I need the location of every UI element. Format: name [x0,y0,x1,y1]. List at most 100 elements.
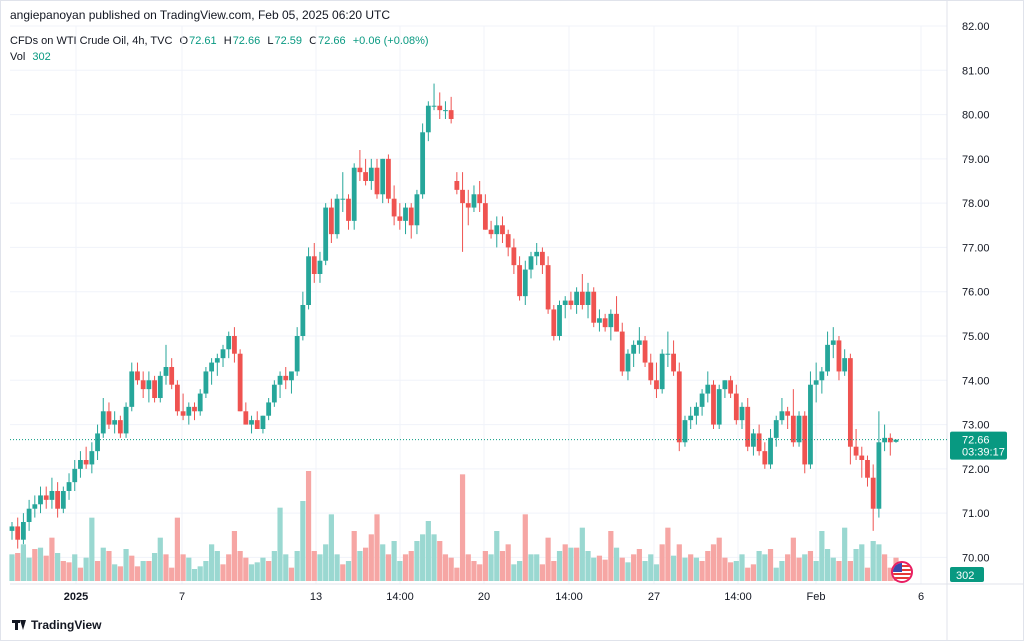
candle-body[interactable] [625,353,631,372]
candle-body[interactable] [117,420,123,434]
candle-body[interactable] [853,446,859,456]
candle-body[interactable] [659,353,665,390]
candle-body[interactable] [768,437,773,465]
candle-body[interactable] [699,393,705,407]
candle-body[interactable] [785,411,791,416]
candle-body[interactable] [197,393,203,412]
candle-body[interactable] [739,406,745,421]
candle-body[interactable] [283,375,289,381]
candle-body[interactable] [340,198,346,200]
candle-body[interactable] [386,158,391,199]
candle-body[interactable] [152,380,157,398]
candle-body[interactable] [534,251,540,257]
candle-body[interactable] [859,455,865,460]
candle-body[interactable] [323,207,329,261]
tradingview-logo[interactable]: TradingView [12,618,101,632]
candle-body[interactable] [471,194,477,208]
candle-body[interactable] [357,167,363,173]
candle-body[interactable] [397,216,403,221]
candle-body[interactable] [300,305,306,336]
candle-body[interactable] [289,371,294,381]
candle-body[interactable] [688,415,694,421]
legend-volume-label[interactable]: Vol [10,51,26,63]
candle-body[interactable] [334,198,340,235]
candle-body[interactable] [648,362,654,381]
candle-body[interactable] [66,482,72,491]
us-flag-icon[interactable] [891,561,913,583]
candle-body[interactable] [425,105,431,133]
candle-body[interactable] [728,380,734,394]
candle-body[interactable] [887,437,893,443]
candle-body[interactable] [26,508,32,522]
candle-body[interactable] [89,451,95,465]
candle-body[interactable] [186,406,192,416]
candle-body[interactable] [203,371,209,394]
candle-body[interactable] [614,313,619,332]
candle-body[interactable] [551,309,557,336]
candle-body[interactable] [243,411,249,425]
candle-body[interactable] [522,269,528,297]
candle-body[interactable] [819,371,825,381]
candle-body[interactable] [123,406,129,434]
candle-body[interactable] [266,402,272,416]
candle-body[interactable] [220,349,226,359]
candle-body[interactable] [9,526,15,531]
candle-body[interactable] [351,167,357,221]
candle-body[interactable] [751,433,756,447]
candle-body[interactable] [112,420,118,425]
candle-body[interactable] [140,380,146,390]
candle-body[interactable] [163,367,169,376]
candle-body[interactable] [169,367,175,385]
candle-body[interactable] [226,336,232,350]
candle-body[interactable] [802,415,808,465]
candle-body[interactable] [602,318,608,328]
candle-body[interactable] [870,477,876,509]
candle-body[interactable] [825,344,830,372]
candle-body[interactable] [773,420,779,438]
candle-body[interactable] [209,362,215,372]
candle-body[interactable] [374,167,380,195]
candle-body[interactable] [135,371,140,381]
candle-body[interactable] [271,384,277,403]
candle-body[interactable] [488,229,494,235]
candle-body[interactable] [722,380,728,390]
candle-body[interactable] [733,393,739,421]
candle-body[interactable] [636,340,642,345]
candle-body[interactable] [745,406,751,447]
candle-body[interactable] [254,420,260,429]
candle-body[interactable] [448,110,454,119]
candle-body[interactable] [671,353,676,372]
candle-body[interactable] [654,380,659,390]
candle-body[interactable] [15,526,21,540]
candle-body[interactable] [454,181,460,190]
candle-body[interactable] [55,491,61,509]
candle-body[interactable] [876,442,882,509]
candle-body[interactable] [482,203,488,230]
candle-body[interactable] [517,265,522,297]
candle-body[interactable] [214,358,220,363]
candle-body[interactable] [346,198,351,221]
candle-body[interactable] [237,353,243,412]
candle-body[interactable] [192,406,197,412]
candle-body[interactable] [591,291,597,323]
candle-body[interactable] [174,384,180,412]
candle-body[interactable] [95,433,100,452]
candle-body[interactable] [157,375,163,398]
candle-body[interactable] [49,491,55,500]
candle-body[interactable] [294,336,300,372]
candle-body[interactable] [437,105,443,111]
legend-symbol[interactable]: CFDs on WTI Crude Oil, 4h, TVC [10,35,173,47]
candle-body[interactable] [106,411,112,425]
candle-body[interactable] [790,415,796,443]
candle-body[interactable] [21,522,26,540]
candle-body[interactable] [306,256,311,305]
candle-body[interactable] [420,132,426,195]
candle-body[interactable] [32,504,38,509]
candle-body[interactable] [38,495,43,505]
candle-body[interactable] [443,110,448,112]
candle-body[interactable] [676,371,682,443]
candle-body[interactable] [562,300,568,305]
candle-body[interactable] [43,495,49,500]
candle-body[interactable] [716,389,722,425]
candle-body[interactable] [665,353,671,355]
